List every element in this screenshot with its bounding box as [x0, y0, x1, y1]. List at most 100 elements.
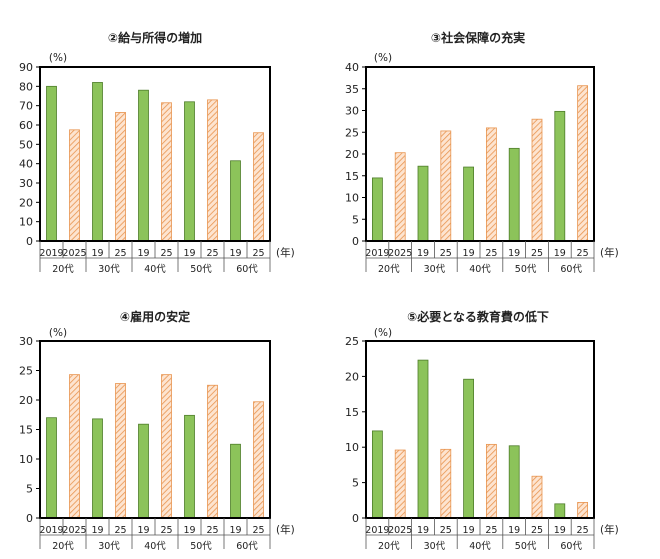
- x-year-label: 19: [137, 248, 149, 259]
- x-group-label: 50代: [515, 264, 537, 275]
- x-group-label: 30代: [424, 264, 446, 275]
- chart-panel-2: ③社会保障の充実(%)05101520253035402019202520代19…: [345, 30, 619, 275]
- x-year-label: 25: [485, 525, 497, 536]
- x-group-label: 30代: [98, 541, 120, 552]
- x-axis-unit-label: (年): [600, 246, 619, 259]
- bar-2019: [138, 423, 149, 519]
- x-year-label: 2019: [39, 248, 63, 259]
- chart-title: ②給与所得の増加: [108, 30, 202, 45]
- bar-2019: [371, 177, 383, 242]
- bar-2019: [463, 378, 475, 519]
- x-year-label: 2019: [39, 525, 63, 536]
- x-year-label: 25: [160, 248, 172, 259]
- x-group-label: 60代: [236, 264, 258, 275]
- x-year-label: 25: [160, 525, 172, 536]
- bar-2019: [554, 110, 566, 242]
- x-year-label: 25: [252, 248, 264, 259]
- x-year-label: 19: [91, 248, 103, 259]
- bar-2019: [463, 166, 475, 242]
- x-year-label: 25: [440, 248, 452, 259]
- y-tick-label: 40: [19, 158, 33, 171]
- y-tick-label: 0: [352, 235, 359, 248]
- x-axis-unit-label: (年): [600, 523, 619, 536]
- y-tick-label: 25: [345, 335, 359, 348]
- x-year-label: 2019: [365, 248, 389, 259]
- bar-2025: [485, 443, 497, 519]
- y-tick-label: 25: [19, 365, 33, 378]
- y-tick-label: 30: [19, 335, 33, 348]
- bar-2025: [115, 383, 126, 519]
- bar-2025: [253, 401, 264, 519]
- bar-2025: [531, 118, 543, 242]
- x-year-label: 19: [183, 248, 195, 259]
- bar-2025: [440, 448, 452, 519]
- y-axis-unit-label: (%): [49, 327, 67, 339]
- x-group-label: 60代: [236, 541, 258, 552]
- bar-2025: [69, 129, 80, 242]
- x-group-label: 30代: [424, 541, 446, 552]
- x-year-label: 25: [577, 248, 589, 259]
- bar-2019: [508, 147, 520, 242]
- y-tick-label: 70: [19, 100, 33, 113]
- x-year-label: 2025: [62, 525, 86, 536]
- chart-title: ④雇用の安定: [120, 309, 190, 324]
- bar-2025: [253, 132, 264, 242]
- x-year-label: 19: [463, 248, 475, 259]
- x-year-label: 2025: [388, 248, 412, 259]
- y-tick-label: 15: [345, 170, 359, 183]
- y-tick-label: 10: [345, 441, 359, 454]
- x-group-label: 50代: [190, 264, 212, 275]
- x-group-label: 20代: [52, 264, 74, 275]
- x-year-label: 19: [229, 525, 241, 536]
- x-year-label: 19: [137, 525, 149, 536]
- bar-2019: [92, 418, 103, 519]
- x-group-label: 50代: [515, 541, 537, 552]
- y-tick-label: 50: [19, 138, 33, 151]
- y-tick-label: 20: [19, 394, 33, 407]
- bar-2025: [394, 152, 406, 242]
- x-year-label: 19: [463, 525, 475, 536]
- bar-2019: [230, 443, 241, 519]
- y-tick-label: 35: [345, 83, 359, 96]
- bar-2019: [46, 417, 57, 519]
- bar-2025: [207, 384, 218, 519]
- y-tick-label: 20: [19, 196, 33, 209]
- x-group-label: 40代: [144, 541, 166, 552]
- bar-2025: [440, 130, 452, 242]
- x-group-label: 40代: [469, 264, 491, 275]
- y-tick-label: 40: [345, 61, 359, 74]
- bar-2025: [577, 502, 588, 519]
- bar-2025: [394, 449, 406, 519]
- y-tick-label: 25: [345, 126, 359, 139]
- x-year-label: 19: [417, 248, 429, 259]
- y-tick-label: 15: [345, 406, 359, 419]
- x-year-label: 25: [206, 248, 218, 259]
- x-year-label: 25: [531, 525, 543, 536]
- y-tick-label: 10: [19, 453, 33, 466]
- x-year-label: 19: [417, 525, 429, 536]
- y-axis-unit-label: (%): [374, 327, 392, 339]
- bar-2019: [417, 165, 429, 242]
- bar-2019: [184, 101, 195, 242]
- y-tick-label: 5: [352, 477, 359, 490]
- x-group-label: 20代: [378, 264, 400, 275]
- bar-2019: [230, 160, 241, 242]
- x-year-label: 19: [508, 525, 520, 536]
- y-tick-label: 5: [26, 483, 33, 496]
- x-group-label: 30代: [98, 264, 120, 275]
- charts-layer: ②給与所得の増加(%)01020304050607080902019202520…: [19, 30, 619, 552]
- x-group-label: 40代: [144, 264, 166, 275]
- bar-2019: [371, 430, 383, 519]
- y-tick-label: 60: [19, 119, 33, 132]
- bar-2019: [554, 503, 566, 519]
- bar-2025: [577, 85, 588, 242]
- y-tick-label: 15: [19, 424, 33, 437]
- chart-title: ⑤必要となる教育費の低下: [407, 309, 549, 324]
- bar-2019: [46, 85, 57, 242]
- x-year-label: 19: [554, 525, 566, 536]
- x-group-label: 20代: [52, 541, 74, 552]
